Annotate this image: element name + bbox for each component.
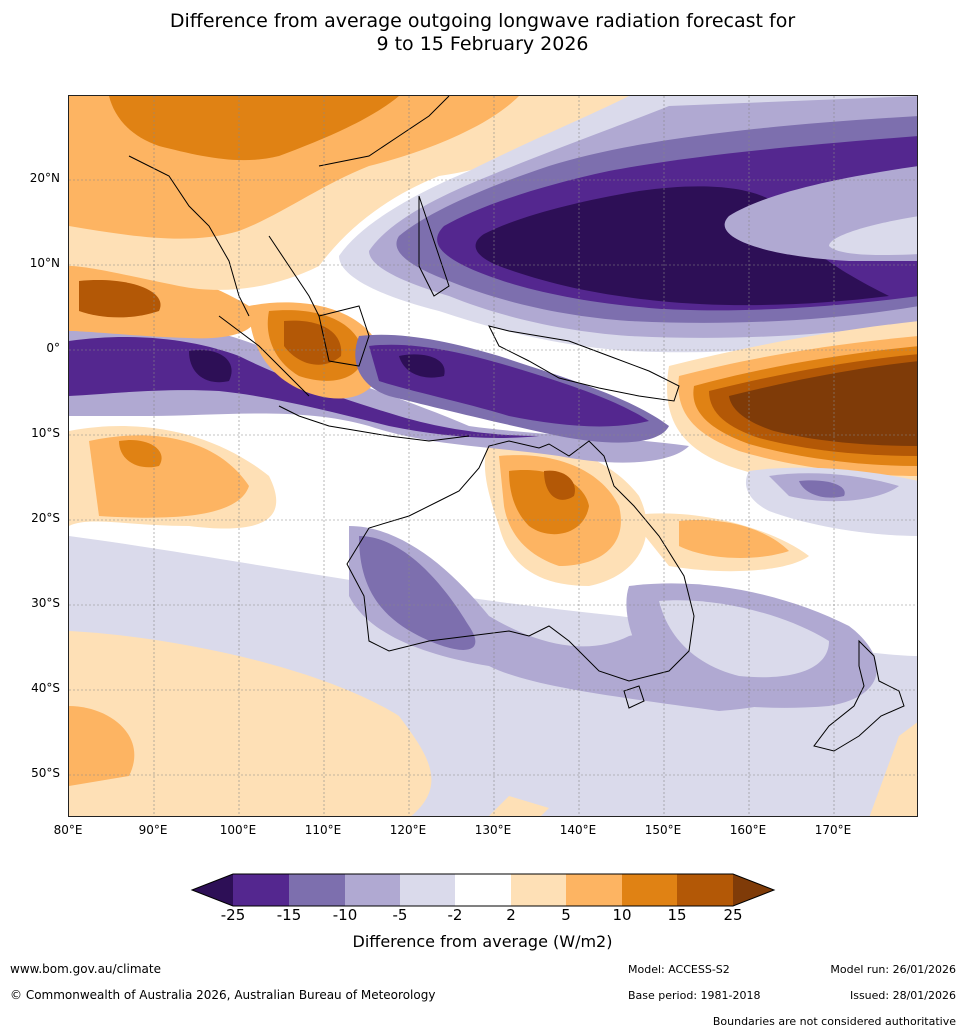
lon-label-110e: 110°E	[304, 823, 342, 837]
colorbar-swatch-9	[677, 874, 733, 906]
philippines-coastline	[418, 195, 450, 297]
lat-label-50s: 50°S	[31, 766, 60, 780]
colorbar-tick-10: 25	[723, 906, 743, 924]
sw-pacific-purple-core	[799, 480, 845, 498]
south-indian-orange-core	[69, 706, 135, 786]
equatorial-purple-core	[189, 350, 232, 383]
lon-label-100e: 100°E	[219, 823, 257, 837]
website-link[interactable]: www.bom.gov.au/climate	[10, 962, 161, 976]
colorbar-tick-2: -15	[276, 906, 302, 924]
bay-of-bengal-orange-core	[79, 280, 161, 318]
lat-label-20n: 20°N	[29, 171, 60, 185]
issued-date: Issued: 28/01/2026	[849, 989, 956, 1002]
colorbar-tick-4: -5	[392, 906, 408, 924]
lon-label-130e: 130°E	[474, 823, 512, 837]
lon-label-120e: 120°E	[389, 823, 427, 837]
colorbar-swatch-8	[622, 874, 677, 906]
australia-orange-peak	[544, 470, 575, 500]
colorbar-swatch-2	[289, 874, 345, 906]
lon-label-80e: 80°E	[53, 823, 83, 837]
south-indian-orange-zone	[69, 631, 432, 816]
west-pacific-lightest-gap	[829, 216, 917, 256]
new-zealand-coastline	[813, 639, 905, 752]
olr-anomaly-map	[68, 95, 918, 817]
colorbar-title: Difference from average (W/m2)	[352, 932, 613, 951]
lat-label-10s: 10°S	[31, 426, 60, 440]
south-patch	[489, 796, 549, 816]
australia-purple-core	[359, 536, 476, 650]
lat-label-10n: 10°N	[29, 256, 60, 270]
indian-ocean-orange-core	[119, 440, 162, 468]
lon-label-170e: 170°E	[814, 823, 852, 837]
tasmania-coastline	[623, 685, 645, 709]
map-title: Difference from average outgoing longwav…	[0, 10, 965, 56]
title-line-1: Difference from average outgoing longwav…	[169, 10, 796, 32]
colorbar-tick-6: 2	[506, 906, 516, 924]
coral-sea-orange-core	[679, 520, 789, 558]
colorbar-tick-3: -10	[332, 906, 358, 924]
colorbar-tick-1: -25	[220, 906, 246, 924]
colorbar-tick-7: 5	[561, 906, 571, 924]
bay-of-bengal-orange	[69, 256, 256, 339]
colorbar-outline	[190, 873, 776, 907]
sumatra-java-coastline	[218, 315, 470, 442]
sw-pacific-orange-core	[729, 361, 917, 446]
colorbar-extend-high	[733, 874, 774, 906]
tasman-orange-zone	[869, 722, 917, 816]
lon-label-150e: 150°E	[644, 823, 682, 837]
colorbar-swatch-5	[455, 874, 511, 906]
map-canvas	[69, 96, 917, 816]
colorbar-tick-9: 15	[667, 906, 687, 924]
colorbar-swatch-6	[511, 874, 566, 906]
australia-coastline	[346, 440, 695, 682]
lon-label-90e: 90°E	[138, 823, 168, 837]
lat-label-0: 0°	[46, 341, 60, 355]
lon-label-160e: 160°E	[729, 823, 767, 837]
copyright-text: © Commonwealth of Australia 2026, Austra…	[10, 988, 436, 1002]
graticule	[69, 96, 917, 816]
base-period: Base period: 1981-2018	[628, 989, 761, 1002]
colorbar-extend-low	[192, 874, 233, 906]
borneo-coastline	[318, 305, 370, 367]
tasman-purple-inner	[659, 600, 829, 678]
colorbar-tick-8: 10	[612, 906, 632, 924]
colorbar-swatch-1	[233, 874, 289, 906]
new-guinea-coastline	[488, 325, 680, 402]
lat-label-30s: 30°S	[31, 596, 60, 610]
asia-orange-core	[109, 96, 399, 161]
lon-label-140e: 140°E	[559, 823, 597, 837]
lat-label-40s: 40°S	[31, 681, 60, 695]
model-name: Model: ACCESS-S2	[628, 963, 730, 976]
maritime-purple-core	[399, 354, 445, 378]
title-line-2: 9 to 15 February 2026	[376, 33, 589, 55]
lat-label-20s: 20°S	[31, 511, 60, 525]
coastlines	[128, 96, 905, 752]
colorbar-tick-5: -2	[447, 906, 463, 924]
boundary-disclaimer: Boundaries are not considered authoritat…	[712, 1015, 956, 1028]
colorbar-swatch-7	[566, 874, 622, 906]
model-run-date: Model run: 26/01/2026	[830, 963, 956, 976]
colorbar	[190, 873, 776, 907]
colorbar-swatch-3	[345, 874, 400, 906]
colorbar-swatch-4	[400, 874, 455, 906]
